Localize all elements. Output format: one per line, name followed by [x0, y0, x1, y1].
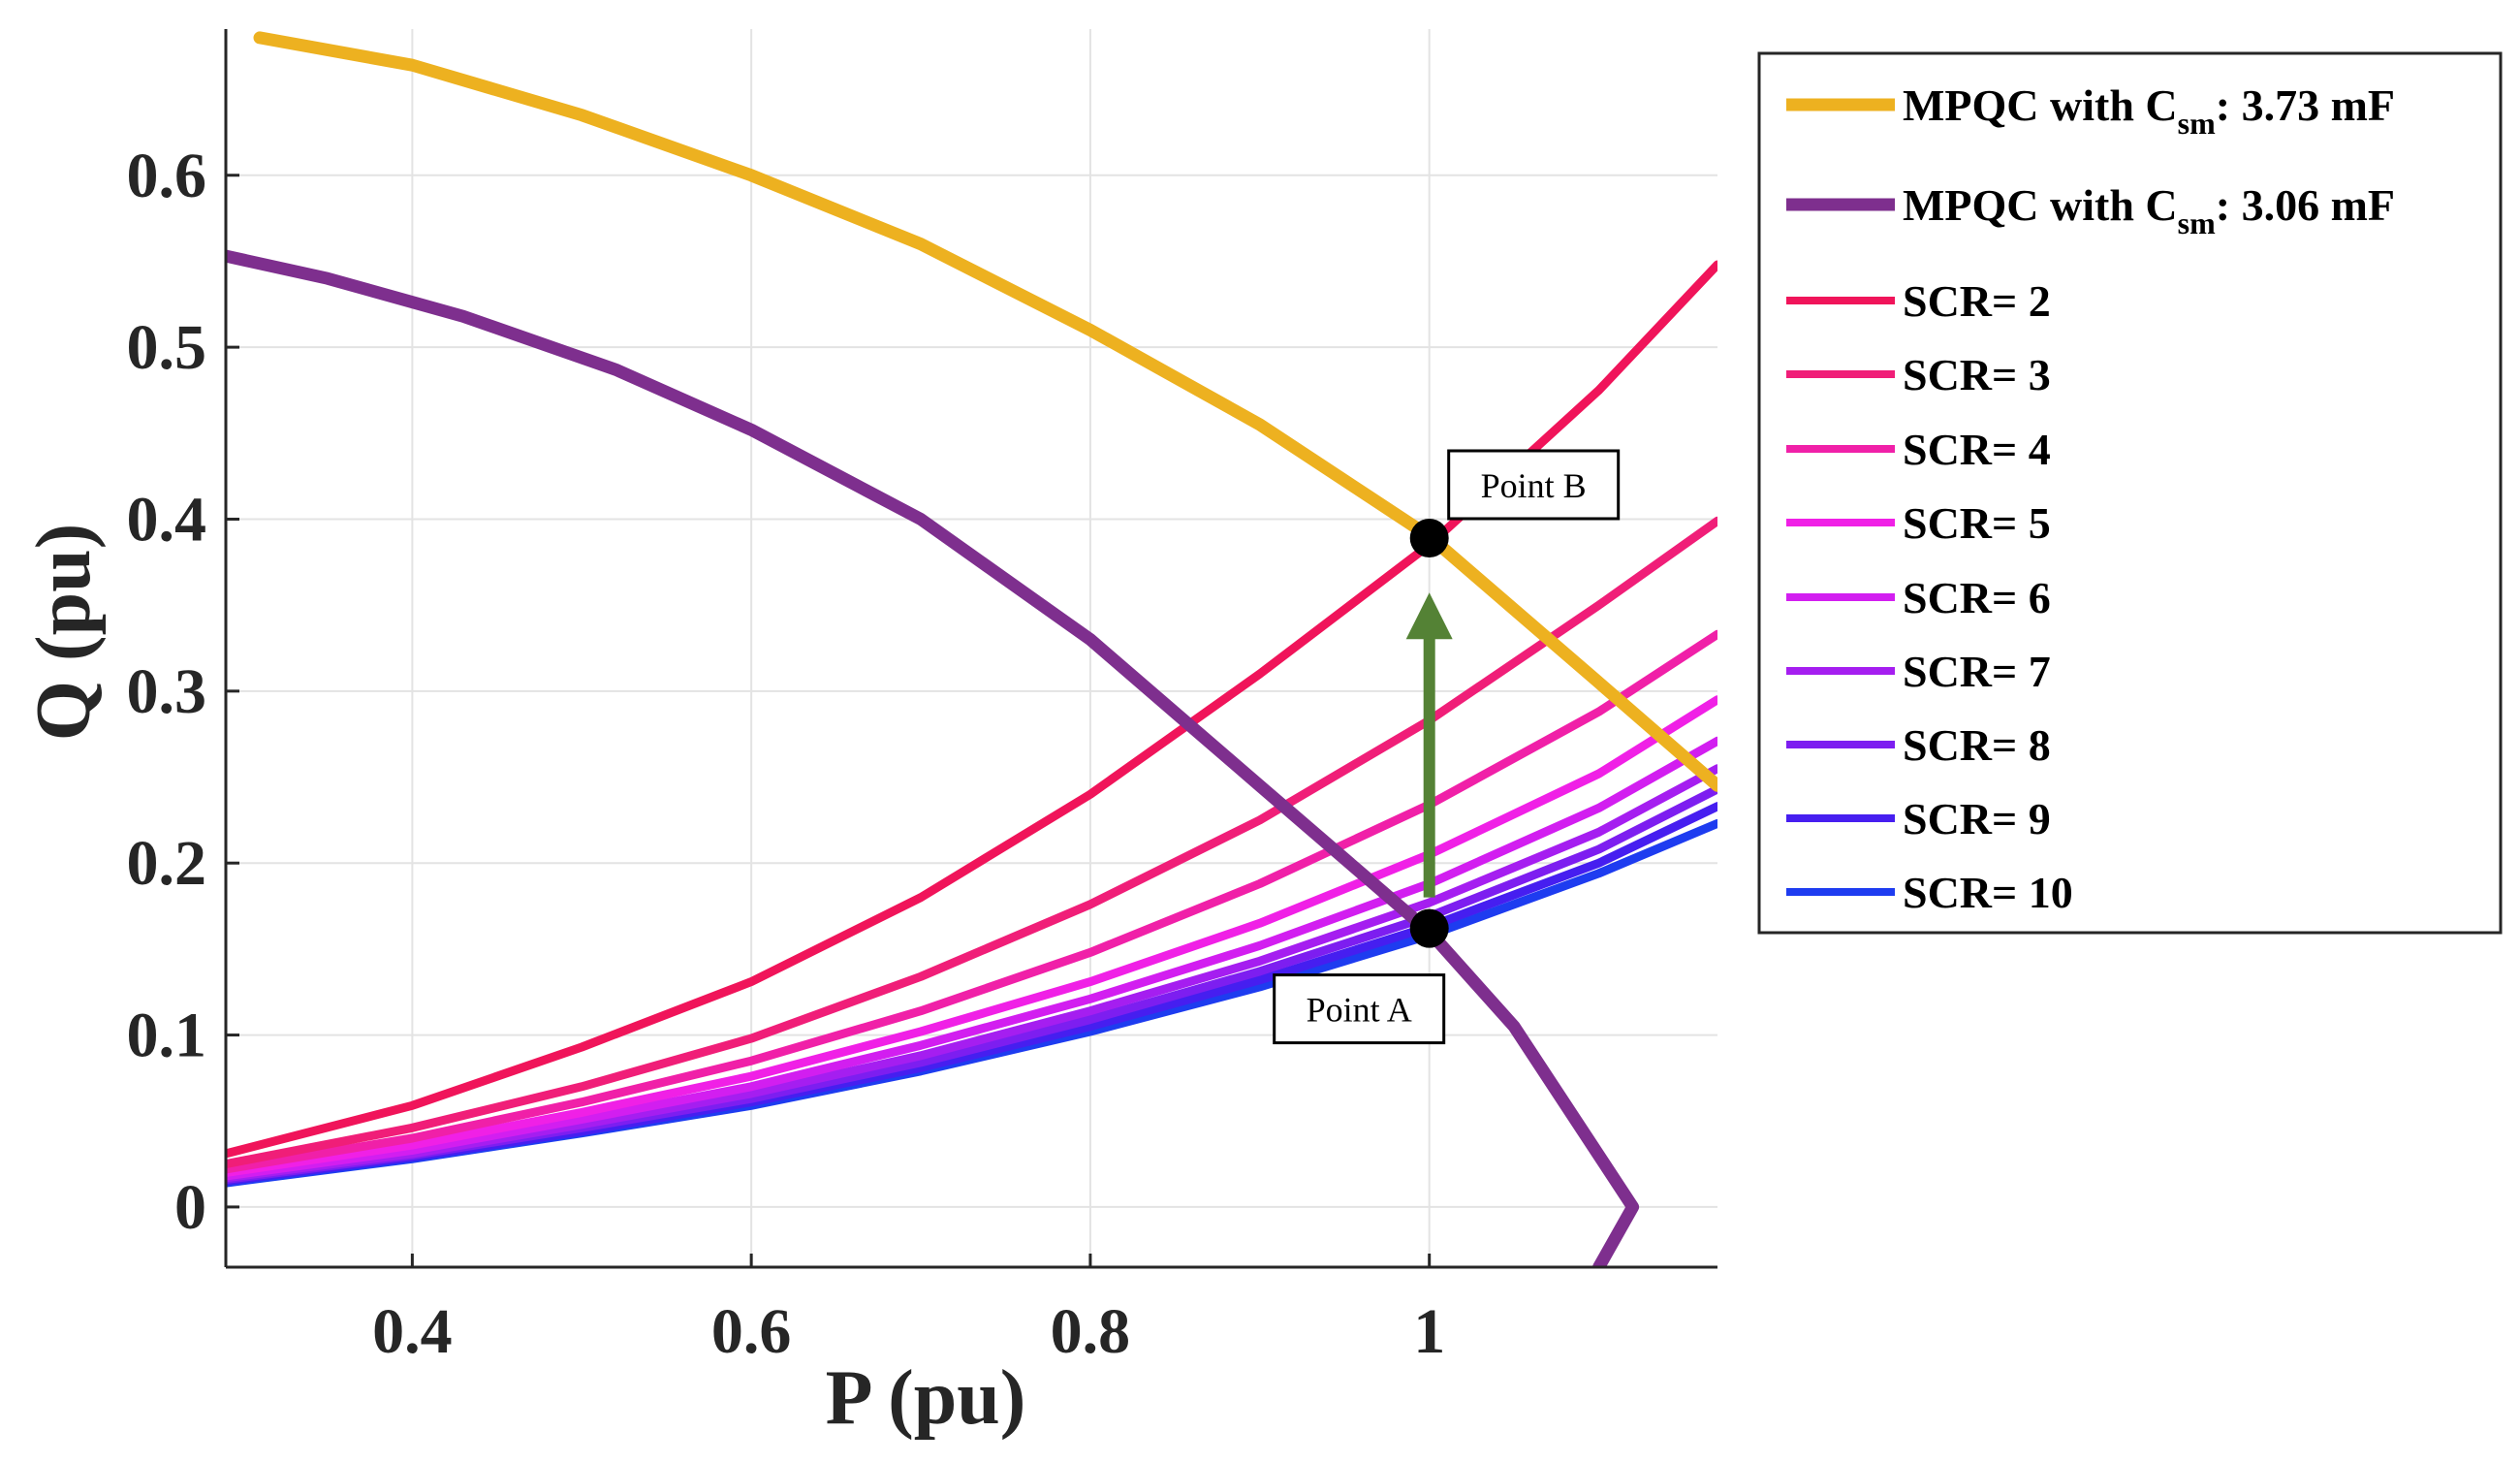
y-tick-label-5: 0.5	[127, 312, 207, 383]
legend-label: SCR= 9	[1903, 794, 2051, 843]
annotations: Point A Point B	[1273, 449, 1621, 1045]
legend-label: SCR= 2	[1903, 276, 2051, 326]
y-tick-label-6: 0.6	[127, 141, 207, 211]
legend-entry-4: SCR= 3	[1786, 350, 2051, 399]
legend-entry-1: MPQC with Csm: 3.73 mF	[1786, 80, 2395, 141]
point-a-label: Point A	[1307, 991, 1412, 1030]
point-b-label: Point B	[1481, 466, 1587, 505]
x-tick-label-1: 0.6	[711, 1296, 792, 1367]
x-tick-label-2: 0.8	[1051, 1296, 1131, 1367]
x-tick-label-3: 1	[1413, 1296, 1445, 1367]
legend-label: SCR= 10	[1903, 868, 2073, 917]
grid	[226, 29, 1717, 1267]
mpqc-line-1	[253, 31, 1717, 792]
scr-line-2	[226, 516, 1717, 1169]
y-tick-label-1: 0.1	[127, 1001, 207, 1071]
legend-entry-9: SCR= 8	[1786, 720, 2051, 770]
tick-labels: 0.4 0.6 0.8 1 0 0.1 0.2 0.3 0.4 0.5 0.6	[127, 141, 1446, 1367]
y-tick-label-4: 0.4	[127, 484, 207, 555]
y-tick-label-3: 0.3	[127, 656, 207, 727]
legend-entry-7: SCR= 6	[1786, 573, 2051, 622]
mpqc-line-2	[226, 249, 1640, 1267]
legend-label: MPQC with Csm: 3.06 mF	[1903, 180, 2395, 240]
legend-label: SCR= 7	[1903, 647, 2051, 696]
legend-label: MPQC with Csm: 3.73 mF	[1903, 80, 2395, 141]
legend-entry-8: SCR= 7	[1786, 647, 2051, 696]
legend-label: SCR= 8	[1903, 720, 2051, 770]
legend-entry-6: SCR= 5	[1786, 498, 2051, 548]
y-tick-label-2: 0.2	[127, 828, 207, 899]
y-tick-label-0: 0	[174, 1172, 206, 1243]
legend-label: SCR= 5	[1903, 498, 2051, 548]
x-axis-title: P (pu)	[826, 1355, 1026, 1441]
legend-label: SCR= 4	[1903, 425, 2051, 474]
legend-entry-5: SCR= 4	[1786, 425, 2051, 474]
legend-label: SCR= 6	[1903, 573, 2051, 622]
point-a-label-box	[1273, 973, 1446, 1045]
point-b-label-box	[1447, 449, 1621, 521]
scr-line-5	[226, 736, 1717, 1181]
axes	[224, 29, 1717, 1269]
legend-entry-3: SCR= 2	[1786, 276, 2051, 326]
scr-line-4	[226, 695, 1717, 1177]
y-axis-title: Q (pu)	[21, 524, 107, 742]
scr-line-3	[226, 629, 1717, 1174]
legend-entry-2: MPQC with Csm: 3.06 mF	[1786, 180, 2395, 240]
legend-label: SCR= 3	[1903, 350, 2051, 399]
legend: MPQC with Csm: 3.73 mF MPQC with Csm: 3.0…	[1757, 51, 2503, 935]
legend-entry-11: SCR= 10	[1786, 868, 2073, 917]
x-tick-label-0: 0.4	[372, 1296, 453, 1367]
point-b-marker	[1409, 518, 1449, 557]
point-a-marker	[1409, 908, 1449, 948]
legend-entry-10: SCR= 9	[1786, 794, 2051, 843]
